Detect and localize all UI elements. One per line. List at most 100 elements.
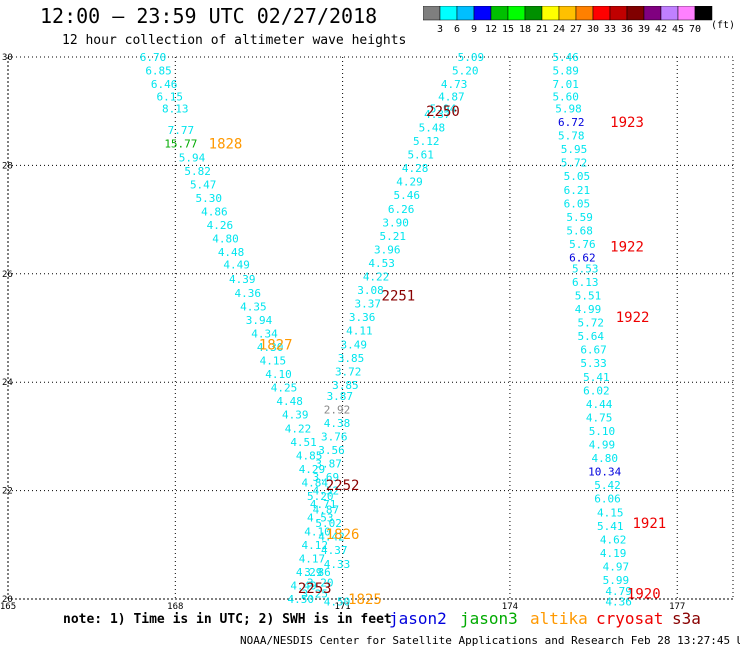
wave-height-value: 4.44 [586,398,613,411]
color-scale-label: 3 [437,24,443,35]
y-tick-label: 26 [2,270,13,280]
wave-height-value: 5.47 [190,178,217,191]
wave-height-value: 5.09 [458,51,485,64]
wave-height-value: 5.98 [555,102,582,115]
wave-height-value: 7.77 [168,124,195,137]
wave-height-value: 5.78 [558,130,585,143]
wave-height-value: 3.87 [327,390,354,403]
wave-height-value: 3.49 [341,338,368,351]
wave-height-value: 5.20 [452,65,479,78]
wave-height-value: 5.89 [552,65,579,78]
x-tick-label: 177 [669,602,685,610]
wave-height-value: 5.68 [566,224,593,237]
chart-subtitle: 12 hour collection of altimeter wave hei… [62,33,407,48]
wave-height-value: 4.17 [299,552,326,565]
color-scale-label: 42 [655,24,667,35]
color-scale-label: 27 [570,24,582,35]
wave-height-value: 4.48 [218,246,245,259]
wave-height-value: 4.49 [223,259,250,272]
pass-time-label: 1923 [610,115,644,131]
wave-height-value: 5.53 [572,262,599,275]
wave-height-value: 5.99 [603,574,630,587]
wave-height-value: 6.15 [156,91,183,104]
wave-height-value: 4.29 [396,176,423,189]
wave-height-value: 4.35 [240,300,267,313]
wave-height-value: 6.02 [583,384,610,397]
wave-height-value: 3.25 [301,588,328,601]
wave-height-value: 5.33 [580,357,607,370]
wave-height-value: 5.41 [597,520,624,533]
wave-height-value: 4.99 [589,439,616,452]
wave-height-value: 4.50 [288,593,315,606]
satellite-legend-jason3: jason3 [460,609,518,628]
plot-frame [7,56,734,600]
satellite-legend-cryosat: cryosat [596,609,664,628]
wave-height-value: 3.87 [315,458,342,471]
pass-time-label: 1827 [259,337,293,353]
wave-height-value: 5.76 [569,238,596,251]
satellite-legend-altika: altika [530,609,588,628]
wave-height-value: 4.51 [290,436,317,449]
color-scale-label: 12 [485,24,497,35]
wave-height-value: 4.11 [346,325,373,338]
pass-time-label: 1826 [326,527,360,543]
wave-height-value: 4.39 [282,409,309,422]
pass-time-label: 1828 [209,137,243,153]
wave-height-value: 4.19 [600,547,627,560]
wave-height-value: 3.08 [357,284,384,297]
wave-height-value: 4.85 [296,449,323,462]
wave-height-value: 6.85 [145,65,172,78]
wave-height-value: 3.69 [313,471,340,484]
wave-height-value: 6.05 [564,197,591,210]
credit-line: NOAA/NESDIS Center for Satellite Applica… [240,634,740,647]
wave-height-value: 4.22 [285,422,312,435]
wave-height-value: 4.36 [235,287,262,300]
wave-height-value: 4.49 [290,579,317,592]
wave-height-value: 5.64 [578,330,605,343]
y-tick-label: 22 [2,487,13,497]
wave-height-value: 3.72 [335,365,362,378]
wave-height-value: 3.37 [354,298,381,311]
wave-height-value: 4.48 [276,395,303,408]
pass-time-label: 1922 [610,240,644,256]
footnote: note: 1) Time is in UTC; 2) SWH is in fe… [63,612,392,627]
wave-height-value: 5.61 [407,149,434,162]
color-scale-label: 24 [553,24,565,35]
wave-height-value: 3.90 [382,216,409,229]
wave-height-value: 4.28 [402,162,429,175]
wave-height-value: 4.38 [324,417,351,430]
wave-height-value: 4.80 [212,233,239,246]
wave-height-value: 4.29 [299,463,326,476]
wave-height-value: 3.94 [246,314,273,327]
x-tick-label: 171 [334,602,350,610]
wave-height-value: 4.37 [424,108,451,121]
wave-height-value: 6.21 [564,184,591,197]
wave-height-value: 5.21 [380,230,407,243]
wave-height-value: 5.51 [575,289,602,302]
wave-height-value: 6.62 [569,252,596,265]
pass-time-label: 1825 [348,592,382,608]
wave-height-value: 5.20 [307,490,334,503]
wave-height-value: 4.12 [301,539,328,552]
wave-height-value: 5.94 [179,151,206,164]
pass-time-label: 2253 [298,581,332,597]
wave-height-value: 4.53 [368,257,395,270]
pass-time-label: 1921 [632,516,666,532]
wave-height-value: 4.33 [324,558,351,571]
color-swatch [694,6,713,21]
wave-height-value: 3.86 [304,566,331,579]
wave-height-value: 8.13 [162,102,189,115]
wave-height-value: 6.13 [572,276,599,289]
wave-height-value: 3.85 [338,352,365,365]
wave-height-value: 5.46 [394,189,421,202]
x-tick-label: 165 [0,602,16,610]
wave-height-value: 4.71 [310,498,337,511]
y-tick-label: 30 [2,53,13,63]
wave-height-value: 4.97 [603,560,630,573]
wave-height-value: 5.48 [419,121,446,134]
wave-height-value: 4.10 [265,368,292,381]
wave-height-value: 5.95 [561,143,588,156]
color-scale-label: 36 [621,24,633,35]
wave-height-value: 3.96 [374,243,401,256]
wave-height-value: 4.36 [605,596,632,609]
